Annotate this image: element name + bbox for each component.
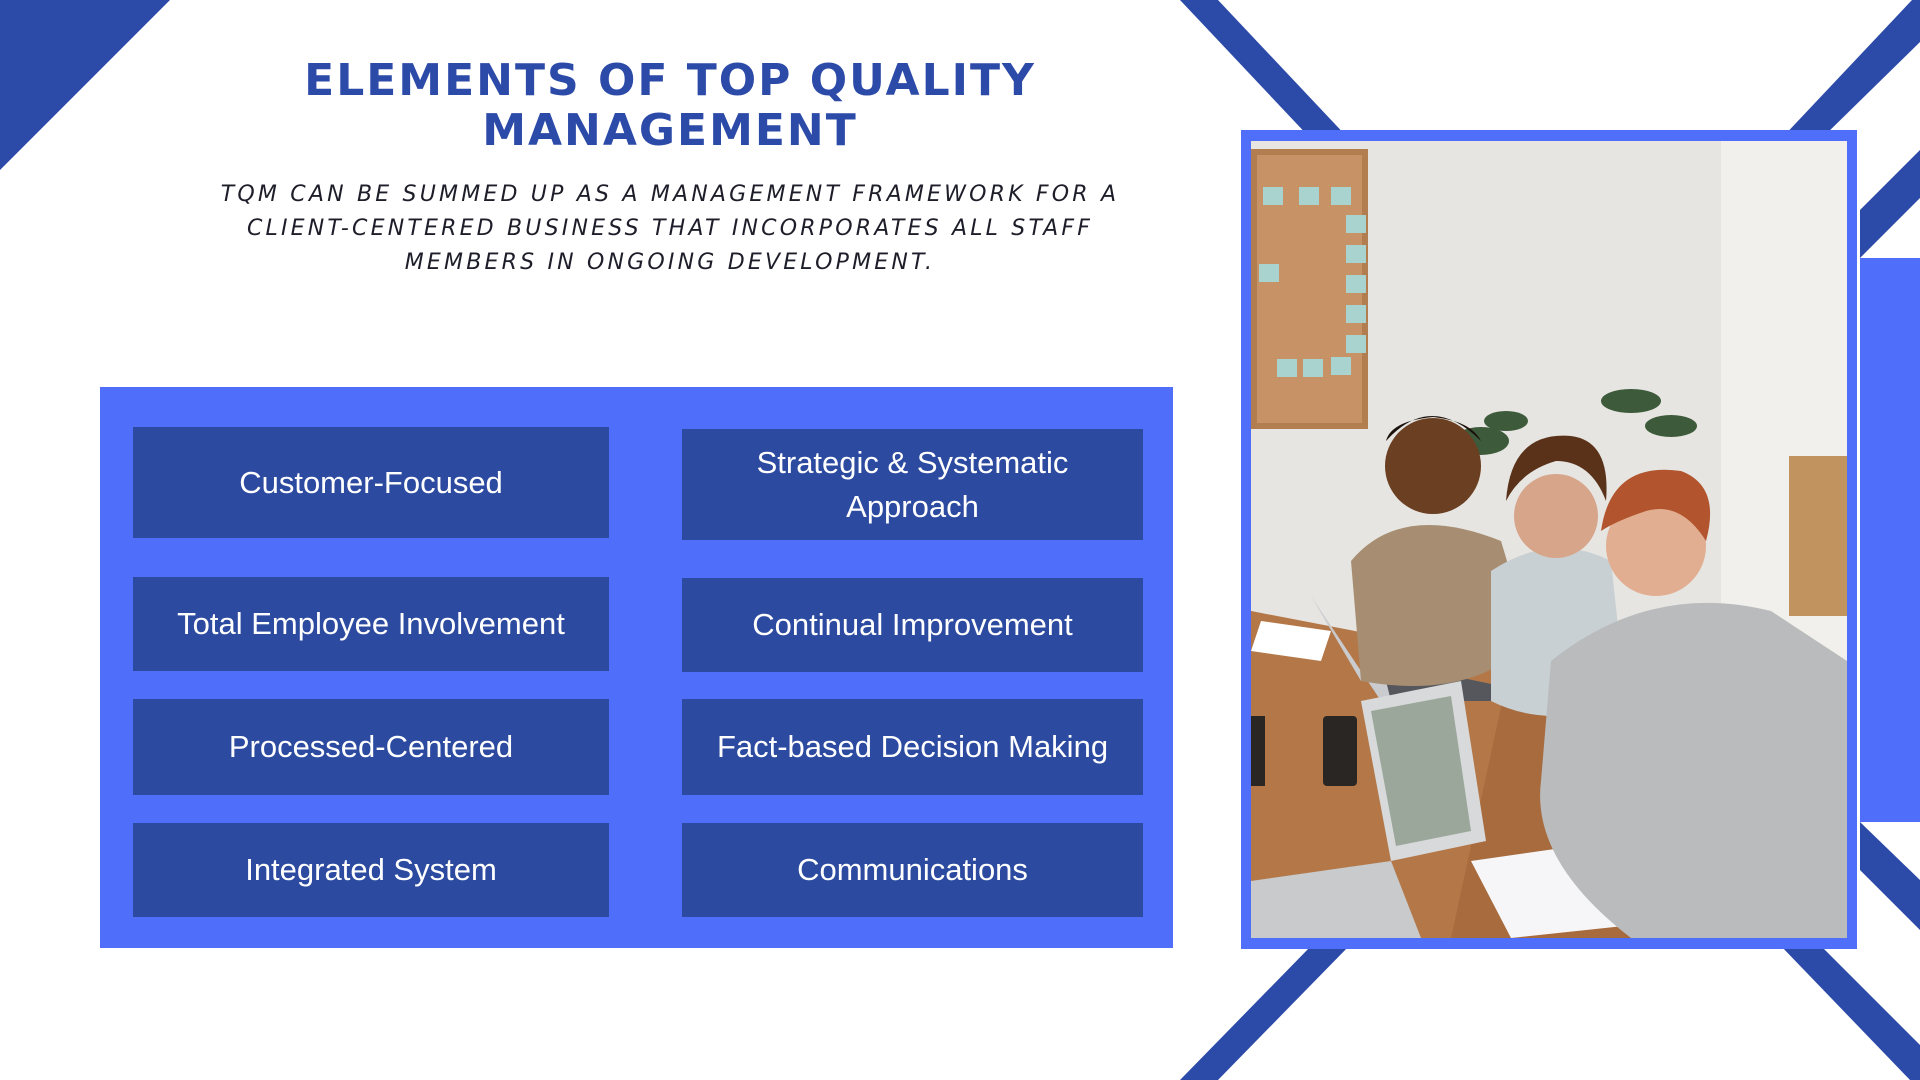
element-processed-centered: Processed-Centered [133, 699, 609, 795]
corner-triangle-decoration [0, 0, 170, 170]
element-fact-based-decision-making: Fact-based Decision Making [682, 699, 1143, 795]
element-customer-focused: Customer-Focused [133, 427, 609, 538]
page-title: ELEMENTS OF TOP QUALITY MANAGEMENT [304, 55, 1036, 156]
element-continual-improvement: Continual Improvement [682, 578, 1143, 672]
element-strategic-systematic-approach: Strategic & Systematic Approach [682, 429, 1143, 540]
diagonal-stripes-decoration [1180, 0, 1920, 1080]
page-subtitle: TQM CAN BE SUMMED UP AS A MANAGEMENT FRA… [220, 182, 1120, 275]
team-meeting-photo [1251, 141, 1847, 938]
element-total-employee-involvement: Total Employee Involvement [133, 577, 609, 671]
element-integrated-system: Integrated System [133, 823, 609, 917]
element-communications: Communications [682, 823, 1143, 917]
